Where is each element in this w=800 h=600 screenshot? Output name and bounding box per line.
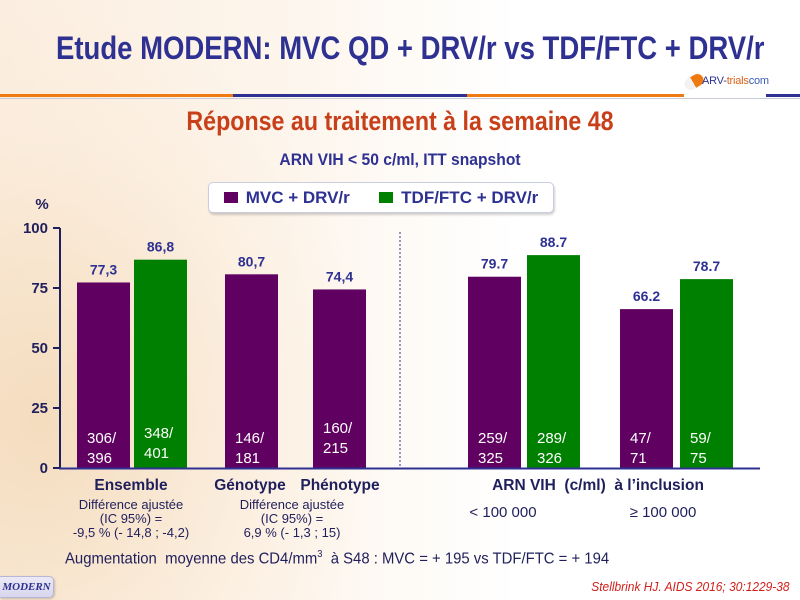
bar-count-denominator: 325 [478, 450, 503, 467]
logo-text: ARV-trialscom [702, 75, 769, 87]
legend-swatch-purple [223, 192, 238, 203]
y-axis-label: % [35, 196, 48, 213]
y-tick-label: 75 [31, 280, 48, 297]
y-tick-label: 25 [31, 400, 48, 417]
bars-layer: 77,3 306/396 80,7 146/181 74,4 160/215 79.7 259… [77, 234, 733, 468]
cd4-superscript: 3 [317, 549, 323, 560]
arv-trials-logo: ARV-trialscom [682, 71, 769, 99]
citation: Stellbrink HJ. AIDS 2016; 30:1229-38 [591, 579, 790, 594]
group-label-genotype: Génotype [214, 477, 286, 494]
chart-legend: MVC + DRV/r TDF/FTC + DRV/r [208, 182, 554, 213]
bar-mvc [77, 282, 130, 468]
logo-part-com: com [748, 75, 769, 87]
bar-mvc [620, 309, 673, 468]
logo-part-trials: trials [726, 75, 749, 87]
bar-value-label: 88.7 [540, 234, 567, 250]
bar-count-numerator: 348/ [144, 425, 174, 442]
bar-value-label: 86,8 [147, 239, 174, 255]
bar-count-numerator: 289/ [537, 430, 567, 447]
legend-label-tdf: TDF/FTC + DRV/r [401, 187, 539, 207]
bar-value-label: 77,3 [90, 261, 117, 277]
bar-count-numerator: 259/ [478, 430, 508, 447]
geno-pheno-diff-line-1: Différence ajustée [240, 497, 345, 512]
ensemble-diff-line-3: -9,5 % (- 14,8 ; -4,2) [73, 525, 189, 540]
bar-count-numerator: 146/ [235, 430, 265, 447]
header-rule-segment [766, 94, 800, 97]
geno-pheno-diff-line-2: (IC 95%) = [261, 511, 324, 526]
header-rule-gray [0, 98, 800, 99]
cd4-text-after: à S48 : MVC = + 195 vs TDF/FTC = + 194 [322, 550, 610, 568]
bar-count-numerator: 160/ [323, 420, 353, 437]
group-label-phenotype: Phénotype [300, 477, 380, 494]
bar-count-numerator: 306/ [87, 430, 117, 447]
bar-count-denominator: 396 [87, 450, 112, 467]
study-badge: MODERN [0, 576, 54, 598]
subgroup-label-low: < 100 000 [469, 504, 536, 521]
bar-mvc [313, 289, 366, 468]
y-tick-label: 0 [40, 460, 48, 477]
ensemble-diff-line-1: Différence ajustée [79, 497, 184, 512]
bar-count-denominator: 215 [323, 440, 348, 457]
header-rule-segment [233, 94, 467, 97]
bar-count-denominator: 401 [144, 445, 169, 462]
bar-count-denominator: 71 [630, 450, 647, 467]
bar-count-numerator: 59/ [690, 430, 712, 447]
legend-label-mvc: MVC + DRV/r [245, 187, 350, 207]
legend-item-mvc: MVC + DRV/r [223, 187, 350, 208]
header-rule-segment [467, 94, 684, 97]
slide-title: Etude MODERN: MVC QD + DRV/r vs TDF/FTC … [56, 30, 765, 66]
logo-part-arv: ARV- [702, 75, 727, 87]
bar-count-numerator: 47/ [630, 430, 652, 447]
ensemble-diff-line-2: (IC 95%) = [100, 511, 163, 526]
bar-value-label: 79.7 [481, 256, 508, 272]
subgroup-label-high: ≥ 100 000 [630, 504, 697, 521]
y-tick-label: 50 [31, 340, 48, 357]
bar-value-label: 66.2 [633, 288, 660, 304]
cd4-summary: Augmentation moyenne des CD4/mm3 à S48 :… [65, 549, 609, 568]
chart-title: ARN VIH < 50 c/ml, ITT snapshot [279, 150, 521, 169]
bar-tdf [680, 279, 733, 468]
y-axis-ticks: 0 25 50 75 100 [23, 220, 60, 477]
geno-pheno-diff-line-3: 6,9 % (- 1,3 ; 15) [244, 525, 341, 540]
slide-subtitle: Réponse au traitement à la semaine 48 [186, 106, 614, 136]
legend-swatch-green [379, 192, 394, 203]
group-label-baseline-rna: ARN VIH (c/ml) à l’inclusion [492, 477, 704, 494]
bar-count-denominator: 326 [537, 450, 562, 467]
bar-mvc [468, 276, 521, 468]
bar-tdf [527, 255, 580, 468]
y-tick-label: 100 [23, 220, 48, 237]
legend-item-tdf: TDF/FTC + DRV/r [379, 188, 538, 208]
bar-tdf [134, 259, 187, 468]
bar-value-label: 80,7 [238, 253, 265, 269]
cd4-text-before: Augmentation moyenne des CD4/mm [65, 550, 318, 568]
group-label-ensemble: Ensemble [94, 477, 168, 494]
bar-mvc [225, 274, 278, 468]
bar-value-label: 78.7 [693, 258, 720, 274]
bar-count-denominator: 75 [690, 450, 707, 467]
bar-value-label: 74,4 [326, 268, 353, 284]
header-rule-segment [0, 94, 233, 97]
bar-count-denominator: 181 [235, 450, 260, 467]
